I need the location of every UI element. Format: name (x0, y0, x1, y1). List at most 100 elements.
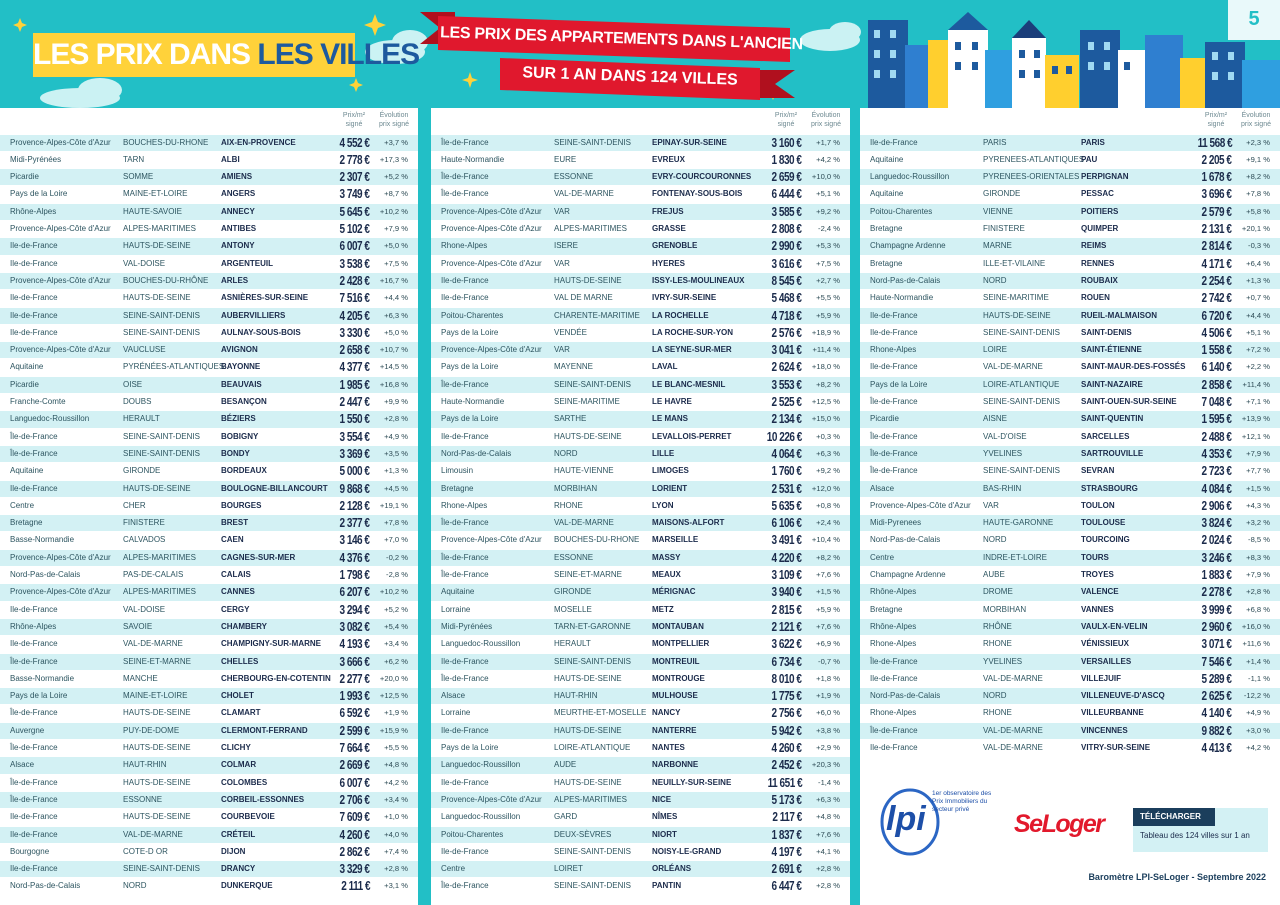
evolution: +1,0 % (384, 812, 408, 822)
department: SEINE-SAINT-DENIS (554, 379, 631, 389)
table-row: Île-de-France ESSONNE CORBEIL-ESSONNES 2 70… (0, 791, 418, 809)
table-row: Ile-de-France SEINE-SAINT-DENIS SAINT-DENI… (860, 325, 1280, 341)
table-row: Île-de-France ESSONNE MASSY 4 220 € +8,2 % (431, 549, 850, 566)
price: 5 942 € (771, 723, 802, 738)
download-link[interactable]: Tableau des 124 villes sur 1 an (1140, 831, 1250, 840)
table-row: Rhone-Alpes RHONE LYON 5 635 € +0,8 % (431, 498, 850, 514)
price: 3 329 € (339, 862, 370, 877)
region: Languedoc-Roussillon (441, 760, 521, 770)
department: RHONE (983, 708, 1012, 718)
city: LAVAL (652, 362, 678, 372)
price: 4 260 € (771, 741, 802, 755)
department: AUBE (983, 570, 1005, 579)
city: TOULOUSE (1081, 518, 1126, 528)
region: Provence-Alpes-Côte d'Azur (441, 258, 542, 268)
table-row: Champagne Ardenne AUBE TROYES 1 883 € +7,9 % (860, 567, 1280, 583)
department: CALVADOS (123, 535, 166, 545)
download-label[interactable]: TÉLÉCHARGER (1133, 808, 1215, 826)
table-row: Nord-Pas-de-Calais NORD DUNKERQUE 2 111 € +3… (0, 878, 418, 894)
city: COURBEVOIE (221, 812, 275, 822)
download-box[interactable]: TÉLÉCHARGER Tableau des 124 villes sur 1… (1133, 808, 1268, 852)
price: 3 082 € (339, 619, 370, 634)
region: Pays de la Loire (441, 743, 499, 752)
price: 2 669 € (339, 758, 370, 773)
evolution: -1,1 % (1248, 673, 1270, 683)
price: 3 369 € (339, 446, 370, 461)
department: HAUTS-DE-SEINE (123, 241, 191, 251)
price: 2 990 € (771, 239, 802, 254)
region: Île-de-France (10, 777, 58, 787)
price: 9 868 € (339, 481, 370, 496)
evolution: +2,8 % (1246, 587, 1270, 597)
price: 1 993 € (339, 689, 370, 704)
table-row: Ile-de-France SEINE-SAINT-DENIS AULNAY-SOU… (0, 325, 418, 341)
evolution: +8,7 % (384, 189, 408, 199)
city: AMIENS (221, 172, 253, 182)
city: CHELLES (221, 656, 259, 666)
price: 2 205 € (1201, 152, 1232, 167)
title-box (33, 33, 355, 77)
region: Bretagne (870, 604, 903, 614)
city: BÉZIERS (221, 414, 256, 424)
city: TOULON (1081, 500, 1115, 510)
table-row: Poitou-Charentes DEUX-SÈVRES NIORT 1 837 € +… (431, 826, 850, 843)
evolution: +10,0 % (811, 172, 840, 182)
price: 2 624 € (771, 360, 802, 375)
price: 4 193 € (339, 637, 370, 652)
department: HAUTS-DE-SEINE (554, 431, 622, 441)
price: 3 999 € (1201, 602, 1232, 617)
evolution: +12,1 % (1241, 431, 1270, 441)
price: 6 140 € (1201, 360, 1232, 375)
evolution: +7,0 % (384, 535, 408, 545)
region: Ile-de-France (10, 258, 58, 268)
city: LE HAVRE (652, 397, 692, 406)
price: 3 824 € (1201, 516, 1232, 531)
city: RENNES (1081, 258, 1115, 268)
table-row: Île-de-France YVELINES SARTROUVILLE 4 353 €… (860, 445, 1280, 463)
table-row: Île-de-France VAL-DE-MARNE FONTENAY-SOUS-B… (431, 186, 850, 202)
evolution: +0,8 % (816, 500, 840, 510)
city: NIORT (652, 829, 677, 839)
region: Rhone-Alpes (441, 241, 488, 251)
evolution: +9,2 % (816, 466, 840, 476)
region: Nord-Pas-de-Calais (10, 881, 81, 891)
department: FINISTERE (983, 224, 1025, 233)
evolution: +0,7 % (1246, 293, 1270, 303)
price: 5 173 € (771, 792, 802, 807)
table-row: Ile-de-France VAL-DE-MARNE VITRY-SUR-SEINE… (860, 740, 1280, 756)
price: 2 579 € (1201, 204, 1232, 219)
price: 3 246 € (1201, 550, 1232, 565)
department: COTE-D OR (123, 846, 168, 856)
page-number: 5 (1248, 8, 1260, 30)
department: VAL-D'OISE (983, 431, 1027, 441)
city: REIMS (1081, 241, 1107, 251)
department: VAL-DOISE (123, 258, 166, 268)
department: MAINE-ET-LOIRE (123, 189, 188, 199)
evolution: +15,9 % (379, 725, 408, 735)
table-row: Bourgogne COTE-D OR DIJON 2 862 € +7,4 % (0, 844, 418, 860)
table-row: Ile-de-France SEINE-SAINT-DENIS DRANCY 3 32… (0, 861, 418, 878)
price: 2 691 € (771, 862, 802, 877)
city: IVRY-SUR-SEINE (652, 293, 717, 303)
region: Île-de-France (441, 137, 489, 147)
evolution: +4,0 % (384, 829, 408, 839)
price: 3 109 € (771, 568, 802, 582)
department: HAUTS-DE-SEINE (123, 812, 191, 822)
department: SEINE-SAINT-DENIS (983, 397, 1060, 406)
department: VAL-DE-MARNE (983, 362, 1043, 372)
price: 2 525 € (771, 395, 802, 409)
city: DUNKERQUE (221, 881, 273, 891)
evolution: +7,6 % (816, 621, 840, 631)
price: 2 706 € (339, 792, 370, 807)
region: Provence-Alpes-Côte d'Azur (10, 224, 111, 233)
region: Île-de-France (441, 172, 489, 182)
table-row: Ile-de-France VAL DE MARNE IVRY-SUR-SEINE 5… (431, 290, 850, 306)
table-row: Provence-Alpes-Côte d'Azur BOUCHES-DU-RHO… (0, 134, 418, 151)
city: BEAUVAIS (221, 379, 262, 389)
department: HAUTS-DE-SEINE (554, 777, 622, 787)
evolution: +4,9 % (1246, 708, 1270, 718)
city: PERPIGNAN (1081, 172, 1129, 182)
table-row: Ile-de-France SEINE-SAINT-DENIS AUBERVILLI… (0, 307, 418, 324)
price: 4 413 € (1201, 741, 1232, 755)
price: 6 007 € (339, 239, 370, 254)
